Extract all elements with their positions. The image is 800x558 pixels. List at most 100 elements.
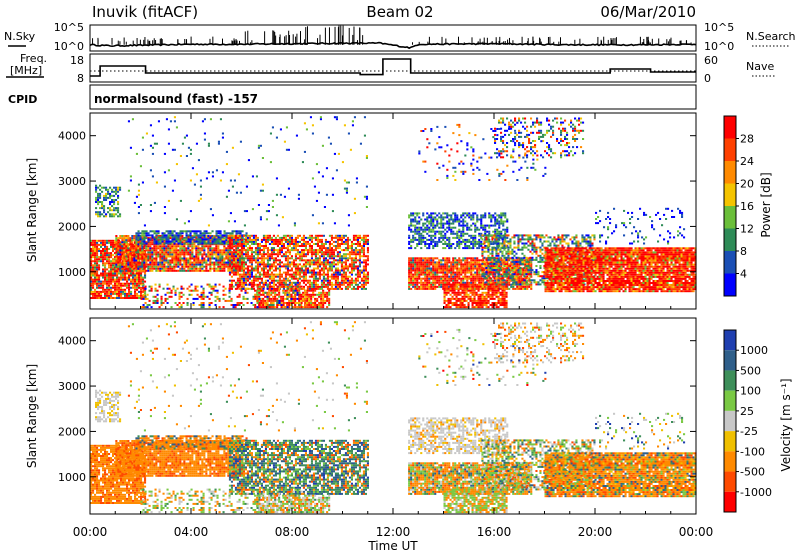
power-cell <box>414 270 416 272</box>
power-cell <box>102 283 104 285</box>
power-cell <box>174 234 176 236</box>
power-cell <box>255 251 257 253</box>
power-cell <box>138 238 140 240</box>
power-cell <box>426 278 428 280</box>
power-cell <box>181 292 183 294</box>
power-cell <box>359 272 361 274</box>
noise-left-tick-top: 10^5 <box>54 21 84 34</box>
power-cell <box>102 254 104 256</box>
power-cell <box>235 249 237 251</box>
power-cell <box>134 279 136 281</box>
power-cell <box>231 300 233 302</box>
power-cell <box>323 265 325 267</box>
power-cell <box>353 259 355 261</box>
power-cell <box>308 290 310 292</box>
power-cell <box>259 284 261 286</box>
power-cell <box>305 253 307 255</box>
power-cell <box>131 249 133 251</box>
power-cell <box>357 272 359 274</box>
power-cell <box>192 243 194 245</box>
power-cell <box>303 249 305 251</box>
power-cell <box>283 292 285 294</box>
power-cell <box>127 256 129 258</box>
power-cell <box>173 247 175 249</box>
power-cell <box>223 260 225 262</box>
power-cell <box>167 262 169 264</box>
power-cell <box>367 251 369 253</box>
power-cell <box>103 195 105 197</box>
power-cell <box>219 266 221 268</box>
power-cell <box>444 276 446 278</box>
power-cell <box>253 235 255 237</box>
power-cell <box>303 270 305 272</box>
power-cell <box>239 255 241 257</box>
power-cell <box>300 296 302 298</box>
power-cell <box>229 259 231 261</box>
power-cell <box>117 266 119 268</box>
power-cell <box>143 264 145 266</box>
power-cell <box>151 290 153 292</box>
power-cell <box>269 257 271 259</box>
power-cell <box>108 248 110 250</box>
power-cell <box>351 278 353 280</box>
power-cell <box>113 191 115 193</box>
power-cell <box>178 241 180 243</box>
power-cell <box>231 276 233 278</box>
power-cell <box>273 249 275 251</box>
power-cell <box>129 264 131 266</box>
power-cell <box>169 247 171 249</box>
power-cell <box>161 260 163 262</box>
power-cell <box>231 235 233 237</box>
power-cell <box>100 244 102 246</box>
power-cell <box>297 298 299 300</box>
power-cell <box>458 263 460 265</box>
power-cell <box>112 244 114 246</box>
power-cell <box>273 241 275 243</box>
power-cell <box>347 243 349 245</box>
power-cell <box>147 249 149 251</box>
power-cell <box>442 272 444 274</box>
power-cell <box>241 247 243 249</box>
power-cell <box>102 273 104 275</box>
power-cell <box>106 285 108 287</box>
power-cell <box>414 284 416 286</box>
power-cell <box>190 243 192 245</box>
power-cell <box>266 294 268 296</box>
power-cell <box>333 241 335 243</box>
power-cell <box>426 261 428 263</box>
power-cell <box>147 251 149 253</box>
power-cell <box>329 276 331 278</box>
power-cell <box>129 260 131 262</box>
power-cell <box>341 255 343 257</box>
power-cell <box>448 280 450 282</box>
power-cell <box>127 251 129 253</box>
power-cell <box>281 237 283 239</box>
power-cell <box>107 197 109 199</box>
power-cell <box>155 270 157 272</box>
power-cell <box>347 284 349 286</box>
power-cell <box>279 288 281 290</box>
power-cell <box>456 263 458 265</box>
power-cell <box>112 270 114 272</box>
station-title: Inuvik (fitACF) <box>92 3 198 21</box>
power-cell <box>137 260 139 262</box>
power-cell <box>281 241 283 243</box>
power-cell <box>277 268 279 270</box>
power-cell <box>128 293 130 295</box>
power-cell <box>145 258 147 260</box>
power-cell <box>211 249 213 251</box>
power-cell <box>259 249 261 251</box>
power-cell <box>249 245 251 247</box>
power-cell <box>249 257 251 259</box>
power-cell <box>322 306 324 308</box>
power-cell <box>102 256 104 258</box>
power-cell <box>223 249 225 251</box>
power-cell <box>112 248 114 250</box>
power-cell <box>110 293 112 295</box>
power-cell <box>317 257 319 259</box>
power-cell <box>179 247 181 249</box>
power-cell <box>478 268 480 270</box>
power-cell <box>198 230 200 232</box>
power-cell <box>215 251 217 253</box>
power-cell <box>309 284 311 286</box>
